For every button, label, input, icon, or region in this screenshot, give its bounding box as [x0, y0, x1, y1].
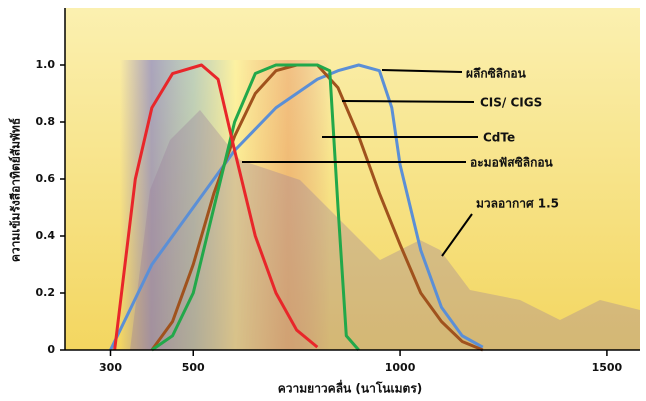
- y-axis-label: ความเข้มรังสีอาทิตย์สัมพัทธ์: [9, 118, 23, 262]
- x-tick-label: 1500: [592, 361, 623, 374]
- x-tick-label: 500: [182, 361, 205, 374]
- series-label: ผลึกซิลิกอน: [466, 67, 527, 81]
- y-tick-label: 1.0: [36, 58, 56, 71]
- arrow: [342, 101, 474, 102]
- x-tick-label: 300: [99, 361, 122, 374]
- series-label: CdTe: [483, 131, 515, 145]
- y-tick-label: 0.8: [36, 115, 56, 128]
- series-label: อะมอฟัสซิลิกอน: [470, 156, 554, 170]
- x-axis-label: ความยาวคลื่น (นาโนเมตร): [278, 380, 423, 396]
- y-tick-label: 0: [47, 343, 55, 356]
- x-tick-label: 1000: [385, 361, 416, 374]
- chart: ความยาวคลื่น (นาโนเมตร) ความเข้มรังสีอาท…: [0, 0, 646, 401]
- annotation: มวลอากาศ 1.5: [476, 197, 559, 211]
- y-tick-label: 0.4: [36, 229, 56, 242]
- series-label: CIS/ CIGS: [480, 96, 542, 110]
- y-tick-label: 0.2: [36, 286, 56, 299]
- y-tick-label: 0.6: [36, 172, 56, 185]
